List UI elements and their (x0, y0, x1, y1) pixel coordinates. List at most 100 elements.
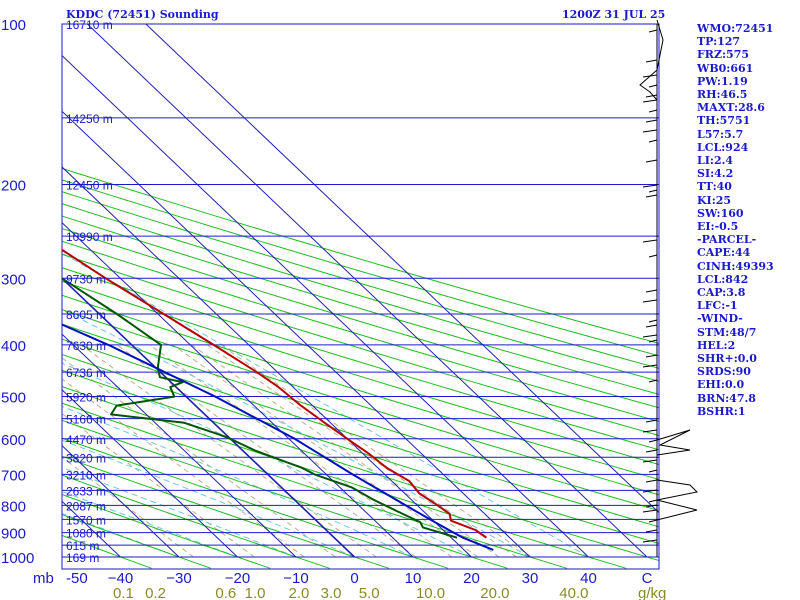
height-label: 615 m (66, 539, 99, 553)
mixing-ratio-label: 2.0 (288, 585, 309, 600)
pressure-tick-label: 900 (1, 526, 26, 543)
dry-adiabat-line (62, 493, 271, 569)
wind-barb (645, 449, 658, 453)
index-item: CAPE:44 (697, 246, 751, 260)
height-label: 3820 m (66, 451, 106, 465)
pressure-tick-label: 200 (1, 177, 26, 194)
dry-adiabat-line (62, 253, 659, 437)
height-label: 1570 m (66, 513, 106, 527)
index-item: WB0:661 (697, 61, 754, 75)
wind-barb (645, 504, 658, 508)
mixing-ratio-line (172, 344, 479, 558)
wind-barb (645, 94, 658, 98)
index-item: MAXT:28.6 (697, 101, 765, 115)
temperature-tick-label: 0 (350, 570, 358, 587)
wind-barb (648, 469, 658, 473)
temperature-tick-label: −30 (166, 570, 191, 587)
dry-adiabat-line (62, 294, 659, 481)
height-label: 8605 m (66, 308, 106, 322)
wind-barb (645, 194, 658, 198)
temperature-tick-label: −20 (225, 570, 250, 587)
dry-adiabat-line (62, 402, 567, 569)
pressure-tick-label: 500 (1, 390, 26, 407)
index-item: SRDS:90 (697, 365, 751, 379)
wind-barb (648, 139, 658, 143)
freezing-isotherm (62, 277, 356, 558)
chart-time: 1200Z 31 JUL 25 (562, 8, 666, 21)
pressure-tick-label: 600 (1, 432, 26, 449)
wind-barb (639, 19, 664, 101)
wind-barb (648, 29, 658, 33)
height-label: 3210 m (66, 468, 106, 482)
dry-adiabat-line (62, 191, 659, 369)
index-item: EHI:0.0 (697, 378, 745, 392)
dry-adiabat-line (62, 419, 508, 569)
index-item: LFC:-1 (697, 299, 738, 313)
index-item: TT:40 (697, 180, 732, 194)
pressure-tick-label: 100 (1, 17, 26, 34)
isotherm-line (87, 24, 648, 558)
wind-barb (648, 109, 658, 113)
height-label: 12450 m (66, 178, 113, 192)
mixing-ratio-label: 1.0 (245, 585, 266, 600)
temperature-tick-label: 20 (463, 570, 480, 587)
mixing-ratio-label: 10.0 (416, 585, 445, 600)
wind-barb (642, 334, 658, 338)
dry-adiabat-line (62, 179, 659, 357)
mixing-ratio-label: 0.6 (215, 585, 236, 600)
dry-adiabat-line (62, 267, 659, 451)
dry-adiabat-line (62, 323, 659, 512)
height-label: 16710 m (66, 18, 113, 32)
index-item: SW:160 (697, 206, 744, 220)
moist-adiabat-line (62, 512, 180, 558)
mixing-ratio-label: 3.0 (321, 585, 342, 600)
parcel-line (62, 323, 494, 551)
index-item: LI:2.4 (697, 154, 734, 168)
temperature-tick-label: −10 (283, 570, 308, 587)
index-item: TP:127 (697, 35, 741, 49)
dry-adiabat-line (62, 474, 330, 569)
pressure-tick-label: 1000 (1, 550, 34, 567)
height-label: 14250 m (66, 112, 113, 126)
temperature-tick-label: 10 (405, 570, 422, 587)
dry-adiabat-line (62, 215, 659, 395)
dry-adiabat-line (62, 455, 389, 569)
isotherm-line (62, 333, 297, 558)
wind-barb (645, 159, 658, 163)
dry-adiabat-line (62, 227, 659, 409)
pressure-tick-label: 700 (1, 467, 26, 484)
wind-barb (656, 429, 691, 456)
mixing-ratio-label: 20.0 (480, 585, 509, 600)
temperature-tick-label: −40 (108, 570, 133, 587)
wind-barb (645, 479, 658, 483)
wind-barb (645, 419, 658, 423)
height-label: 1080 m (66, 527, 106, 541)
pressure-tick-label: 400 (1, 338, 26, 355)
isotherm-line (62, 54, 589, 558)
dry-adiabat-line (62, 309, 659, 496)
wind-barb (645, 59, 658, 63)
temperature-tick-label: 30 (522, 570, 539, 587)
isotherm-line (145, 24, 659, 514)
wind-barb (642, 539, 658, 543)
dry-adiabat-line (62, 338, 659, 528)
wind-barb (642, 489, 658, 493)
index-item: LCL:842 (697, 272, 749, 286)
wind-barb (642, 184, 658, 188)
height-label: 6736 m (66, 366, 106, 380)
wind-barb (645, 324, 658, 328)
height-label: 2087 m (66, 499, 106, 513)
wind-barb (642, 429, 658, 433)
mixing-ratio-label: 0.2 (145, 585, 166, 600)
index-item: SHR+:0.0 (697, 352, 757, 366)
isotherm-line (62, 389, 238, 558)
isotherm-line (62, 110, 531, 558)
height-label: 169 m (66, 551, 99, 565)
pressure-tick-label: 800 (1, 498, 26, 515)
height-label: 2633 m (66, 484, 106, 498)
isotherm-line (62, 444, 180, 558)
moist-adiabat-line (62, 439, 355, 558)
index-item: -WIND- (697, 312, 743, 326)
wind-barb (648, 499, 658, 503)
